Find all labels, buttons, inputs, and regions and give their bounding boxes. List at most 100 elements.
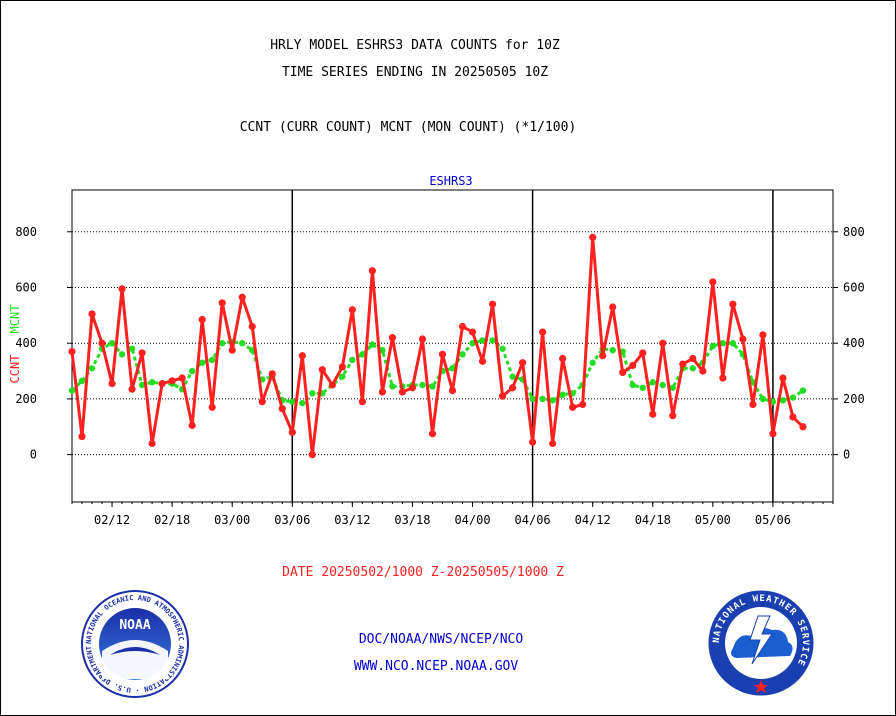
ccnt-point	[328, 381, 336, 389]
mcnt-point	[529, 395, 536, 403]
mcnt-point	[559, 391, 566, 398]
mcnt-point	[469, 340, 476, 347]
mcnt-point	[709, 342, 717, 350]
ccnt-point	[288, 428, 296, 436]
y-tick-label-right: 0	[843, 448, 850, 462]
website-link[interactable]: WWW.NCO.NCEP.NOAA.GOV	[353, 659, 519, 674]
ccnt-point	[248, 322, 256, 331]
mcnt-point	[108, 340, 116, 347]
x-tick-label: 02/18	[154, 513, 190, 527]
mcnt-point	[689, 365, 697, 372]
ccnt-point	[428, 430, 437, 438]
mcnt-point	[479, 337, 486, 344]
chart-header-line2: TIME SERIES ENDING IN 20250505 10Z	[281, 65, 549, 80]
mcnt-point	[799, 387, 807, 394]
ccnt-point	[689, 354, 697, 363]
mcnt-point	[78, 377, 86, 385]
mcnt-point	[539, 395, 546, 403]
mcnt-point	[419, 381, 426, 389]
mcnt-point	[499, 345, 506, 352]
mcnt-point	[88, 365, 96, 372]
ccnt-point	[108, 380, 116, 388]
mcnt-point	[359, 351, 366, 358]
ccnt-point	[178, 374, 186, 382]
mcnt-point	[339, 373, 346, 380]
y-tick-label-left: 400	[15, 336, 37, 350]
ccnt-point	[729, 300, 737, 308]
y-tick-label-right: 600	[843, 281, 865, 295]
mcnt-point	[128, 345, 136, 352]
mcnt-point	[669, 384, 676, 391]
ccnt-point	[358, 398, 366, 406]
ccnt-point	[579, 400, 587, 409]
ccnt-point	[298, 352, 306, 360]
x-tick-label: 02/12	[94, 513, 130, 527]
y-tick-label-left: 200	[15, 392, 37, 406]
ccnt-point	[478, 357, 487, 365]
ccnt-point	[639, 349, 647, 357]
plot-title: ESHRS3	[429, 174, 472, 188]
ccnt-point	[508, 384, 517, 392]
mcnt-point	[589, 359, 596, 366]
mcnt-point	[459, 351, 466, 358]
ccnt-point	[418, 335, 427, 343]
mcnt-point	[138, 381, 146, 389]
mcnt-point	[289, 398, 296, 405]
mcnt-point	[449, 365, 456, 372]
y-tick-label-left: 600	[15, 281, 37, 295]
ccnt-point	[318, 366, 326, 374]
mcnt-point	[369, 341, 376, 348]
ccnt-point	[138, 349, 146, 357]
ccnt-series-line	[70, 235, 805, 457]
mcnt-point	[239, 340, 246, 347]
mcnt-point	[729, 340, 737, 347]
y-tick-label-right: 400	[843, 336, 865, 350]
ccnt-point	[468, 328, 477, 336]
ccnt-point	[679, 360, 687, 368]
mcnt-point	[208, 356, 216, 364]
x-tick-label: 03/12	[334, 513, 370, 527]
ccnt-point	[158, 380, 166, 388]
mcnt-point	[429, 383, 436, 390]
svg-text:NOAA: NOAA	[119, 618, 150, 633]
ccnt-point	[559, 354, 567, 363]
ccnt-point	[408, 384, 417, 392]
chart-header-line1: HRLY MODEL ESHRS3 DATA COUNTS for 10Z	[270, 38, 560, 53]
x-tick-label: 05/06	[755, 513, 791, 527]
mcnt-point	[779, 397, 787, 404]
ccnt-point	[198, 315, 206, 324]
ccnt-point	[549, 439, 557, 448]
mcnt-point	[759, 395, 767, 403]
ccnt-point	[98, 339, 106, 347]
mcnt-point	[198, 359, 206, 366]
ccnt-point	[238, 293, 246, 301]
ccnt-point	[609, 303, 617, 311]
org-label: DOC/NOAA/NWS/NCEP/NCO	[358, 632, 524, 647]
ccnt-point	[589, 233, 597, 241]
ccnt-point	[438, 350, 447, 358]
mcnt-point	[379, 346, 386, 354]
ccnt-point	[498, 392, 507, 400]
ccnt-point	[488, 300, 497, 308]
ccnt-point	[348, 306, 356, 314]
ccnt-point	[128, 385, 136, 393]
ccnt-point	[719, 374, 727, 382]
ccnt-point	[148, 439, 156, 448]
ccnt-point	[338, 363, 346, 371]
ccnt-point	[68, 347, 76, 356]
y-tick-label-right: 200	[843, 392, 865, 406]
ccnt-point	[529, 438, 537, 446]
x-tick-label: 04/12	[575, 513, 611, 527]
ccnt-point	[619, 368, 627, 377]
mcnt-point	[489, 337, 496, 344]
ccnt-point	[749, 400, 757, 409]
y-tick-label-right: 800	[843, 225, 865, 239]
mcnt-point	[629, 381, 636, 389]
mcnt-point	[349, 356, 356, 364]
mcnt-point	[389, 383, 396, 390]
ccnt-point	[458, 322, 467, 331]
ccnt-point	[659, 339, 667, 347]
x-tick-label: 04/18	[635, 513, 671, 527]
date-range-label: DATE 20250502/1000 Z-20250505/1000 Z	[282, 565, 564, 580]
